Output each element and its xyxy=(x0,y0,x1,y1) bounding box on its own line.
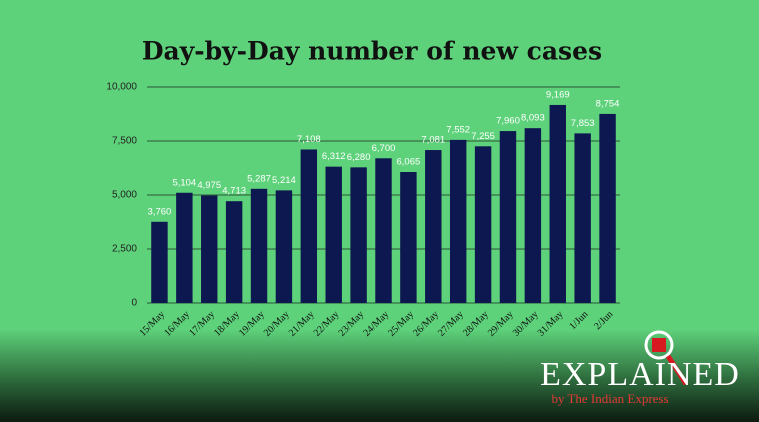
y-tick-label: 5,000 xyxy=(112,190,137,201)
value-label: 5,104 xyxy=(172,177,196,188)
bar xyxy=(300,149,318,303)
logo-subtitle: by The Indian Express xyxy=(551,391,668,406)
value-label: 6,065 xyxy=(397,157,421,168)
bar xyxy=(574,133,591,303)
bar xyxy=(599,113,616,303)
bar xyxy=(325,166,342,303)
bar xyxy=(549,104,566,303)
value-label: 7,255 xyxy=(471,131,495,142)
value-label: 4,713 xyxy=(222,186,246,197)
bar xyxy=(375,158,392,303)
value-label: 3,760 xyxy=(148,206,172,217)
value-label: 7,853 xyxy=(571,118,595,129)
bar xyxy=(225,201,243,303)
value-label: 7,108 xyxy=(297,134,321,145)
chart-title: Day-by-Day number of new cases xyxy=(142,37,602,66)
logo: EXPLAINED by The Indian Express xyxy=(540,330,740,406)
value-label: 7,081 xyxy=(421,135,445,146)
bar xyxy=(499,131,517,303)
bar xyxy=(400,171,417,303)
y-tick-label: 2,500 xyxy=(112,244,137,255)
value-label: 6,280 xyxy=(347,152,371,163)
value-label: 5,287 xyxy=(247,173,271,184)
value-label: 4,975 xyxy=(197,180,221,191)
bar xyxy=(474,146,492,303)
bar xyxy=(449,139,467,303)
value-label: 7,552 xyxy=(446,124,470,135)
value-label: 7,960 xyxy=(496,116,520,127)
logo-icon xyxy=(644,330,674,360)
value-label: 9,169 xyxy=(546,89,570,100)
value-label: 8,093 xyxy=(521,113,545,124)
bar xyxy=(250,188,268,303)
logo-icon xyxy=(652,338,666,352)
bar xyxy=(176,192,193,303)
bar xyxy=(350,167,367,303)
y-tick-label: 10,000 xyxy=(106,82,137,93)
value-label: 6,700 xyxy=(372,143,396,154)
bar xyxy=(275,190,293,303)
value-label: 6,312 xyxy=(322,151,346,162)
logo-icon xyxy=(665,354,689,386)
bar xyxy=(201,195,218,303)
logo-title: EXPLAINED xyxy=(540,356,740,393)
y-tick-label: 0 xyxy=(131,298,137,309)
value-label: 5,214 xyxy=(272,175,296,186)
bar xyxy=(151,221,168,303)
bar xyxy=(425,150,442,303)
value-label: 8,754 xyxy=(596,98,620,109)
bar xyxy=(524,128,542,303)
y-tick-label: 7,500 xyxy=(112,136,137,147)
